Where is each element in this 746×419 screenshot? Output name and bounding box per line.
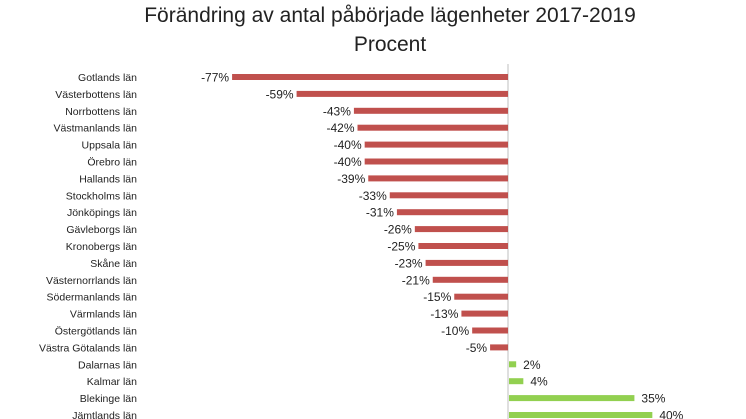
bar-negative [425, 259, 508, 266]
category-label: Östergötlands län [55, 326, 137, 338]
bar-positive [509, 378, 524, 385]
bar-negative [389, 192, 508, 199]
data-label: -40% [334, 155, 362, 169]
category-label: Gävleborgs län [66, 224, 137, 236]
bar-negative [472, 327, 508, 334]
category-label: Hallands län [79, 173, 137, 185]
data-label: 40% [659, 409, 683, 419]
bar-negative [368, 175, 508, 182]
bar-positive [509, 412, 653, 418]
bar-positive [509, 395, 635, 402]
category-label: Gotlands län [78, 72, 137, 84]
category-label: Dalarnas län [78, 359, 137, 371]
category-label: Kalmar län [87, 376, 137, 388]
category-label: Västmanlands län [54, 123, 138, 135]
category-label: Jämtlands län [72, 410, 137, 419]
bar-negative [353, 107, 508, 114]
bar-negative [296, 90, 508, 97]
bar-negative [396, 209, 508, 216]
data-label: -43% [323, 104, 351, 118]
data-label: -5% [466, 341, 488, 355]
data-label: -25% [387, 240, 415, 254]
category-label: Västra Götalands län [39, 342, 137, 354]
bar-negative [364, 158, 508, 165]
category-label: Norrbottens län [65, 106, 137, 118]
data-label: -21% [402, 273, 430, 287]
data-label: -59% [266, 87, 294, 101]
category-label: Uppsala län [82, 140, 138, 152]
data-label: 2% [523, 358, 541, 372]
category-label: Blekinge län [80, 393, 137, 405]
bar-negative [418, 243, 508, 249]
data-label: -77% [201, 71, 229, 85]
data-label: -26% [384, 223, 412, 237]
bar-negative [414, 226, 508, 233]
bar-positive [509, 361, 517, 368]
category-label: Stockholms län [66, 190, 137, 202]
data-label: -33% [359, 189, 387, 203]
bar-negative [461, 310, 508, 317]
bar-negative [232, 74, 508, 80]
data-label: -31% [366, 206, 394, 220]
category-label: Kronobergs län [66, 241, 137, 253]
category-label: Värmlands län [70, 309, 137, 321]
data-label: -13% [430, 307, 458, 321]
data-label: -42% [326, 121, 354, 135]
chart-subtitle: Procent [353, 33, 427, 56]
data-label: -40% [334, 138, 362, 152]
chart-title: Förändring av antal påbörjade lägenheter… [144, 4, 636, 27]
data-label: -39% [337, 172, 365, 186]
bar-negative [454, 293, 508, 300]
data-label: -15% [423, 290, 451, 304]
data-label: -23% [395, 256, 423, 270]
bar-negative [490, 344, 508, 351]
bar-negative [357, 124, 508, 131]
bar-negative [432, 276, 508, 283]
data-label: 35% [641, 392, 665, 406]
category-label: Skåne län [90, 258, 137, 270]
bar-negative [364, 141, 508, 148]
category-label: Jönköpings län [67, 207, 137, 219]
category-label: Södermanlands län [47, 292, 138, 304]
category-label: Västerbottens län [55, 89, 137, 101]
data-label: -10% [441, 324, 469, 338]
category-label: Örebro län [87, 157, 137, 169]
data-label: 4% [530, 375, 548, 389]
category-label: Västernorrlands län [46, 275, 137, 287]
